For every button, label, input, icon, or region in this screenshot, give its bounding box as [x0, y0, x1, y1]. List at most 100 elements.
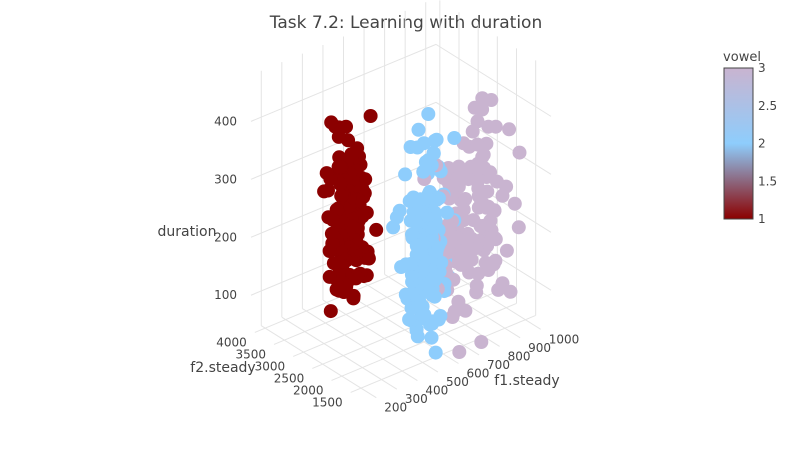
- y-tick-label: 3500: [235, 347, 266, 361]
- z-tick-label: 100: [214, 288, 237, 302]
- scatter-point-vowel-3: [481, 119, 496, 134]
- scatter-point-vowel-2: [402, 312, 417, 327]
- colorbar: vowel 1 1.5 2 2.5 3: [723, 50, 777, 226]
- scatter-point-vowel-1: [324, 226, 339, 241]
- scatter-point-vowel-1: [323, 304, 338, 319]
- colorbar-tick-label: 2.5: [758, 99, 777, 113]
- scatter-point-vowel-2: [411, 122, 426, 137]
- grid-line-x: [281, 316, 398, 390]
- scatter-point-vowel-3: [469, 278, 484, 293]
- x-tick-label: 500: [446, 375, 469, 389]
- scatter-point-vowel-3: [502, 122, 517, 137]
- scatter-point-vowel-1: [329, 282, 344, 297]
- scatter-point-vowel-2: [404, 267, 419, 282]
- scatter-point-vowel-2: [410, 140, 425, 155]
- grid-line-y: [331, 302, 517, 381]
- scatter-point-vowel-3: [458, 192, 473, 206]
- scatter-point-vowel-2: [403, 213, 418, 228]
- scatter-point-vowel-2: [421, 107, 436, 121]
- scatter-point-vowel-1: [332, 159, 347, 174]
- scatter-point-vowel-1: [322, 244, 337, 258]
- scatter-point-vowel-1: [319, 166, 334, 181]
- scatter-point-vowel-2: [424, 330, 439, 345]
- y-tick-label: 2500: [274, 371, 305, 385]
- z-tick-label: 400: [214, 114, 237, 128]
- scatter-point-vowel-3: [475, 91, 490, 106]
- scatter-point-vowel-1: [369, 222, 384, 237]
- colorbar-tick-label: 1.5: [758, 174, 777, 188]
- z-tick-label: 200: [214, 230, 237, 244]
- x-tick-label: 600: [467, 367, 490, 381]
- colorbar-ticks: 1 1.5 2 2.5 3: [758, 61, 777, 226]
- scatter-point-vowel-3: [495, 188, 510, 203]
- z-axis-ticks: 100 200 300 400: [214, 114, 237, 302]
- x-tick-label: 1000: [549, 332, 580, 346]
- scatter-point-vowel-1: [324, 115, 339, 130]
- scatter-point-vowel-2: [418, 155, 433, 170]
- colorbar-tick-label: 2: [758, 137, 766, 151]
- colorbar-title: vowel: [723, 50, 761, 65]
- scatter-point-vowel-2: [386, 220, 401, 235]
- x-axis-title: f1.steady: [494, 373, 559, 389]
- colorbar-tick-label: 1: [758, 212, 766, 226]
- scatter-point-vowel-1: [317, 184, 332, 199]
- scatter-point-vowel-3: [478, 255, 493, 270]
- z-tick-label: 300: [214, 172, 237, 186]
- scatter-point-vowel-2: [410, 203, 425, 218]
- scatter-point-vowel-3: [467, 100, 482, 115]
- scatter-point-vowel-3: [452, 345, 467, 359]
- scatter-point-vowel-1: [322, 269, 337, 284]
- x-tick-label: 800: [508, 349, 531, 363]
- scatter-point-vowel-2: [405, 227, 419, 242]
- x-tick-label: 300: [405, 392, 428, 406]
- y-tick-label: 3000: [255, 359, 286, 373]
- y-axis-title: f2.steady: [190, 360, 255, 376]
- scatter-point-vowel-3: [466, 213, 481, 228]
- scatter-point-vowel-3: [464, 159, 478, 174]
- scatter-point-vowel-1: [334, 188, 349, 203]
- points-layer: [317, 91, 527, 360]
- scatter-point-vowel-2: [409, 238, 424, 253]
- scatter-point-vowel-3: [499, 243, 514, 258]
- grid-line-x: [322, 299, 439, 373]
- scatter-point-vowel-1: [325, 212, 340, 227]
- scatter-point-vowel-2: [398, 287, 413, 302]
- x-tick-label: 900: [528, 341, 551, 355]
- scatter-point-vowel-2: [398, 167, 413, 182]
- scatter-point-vowel-3: [470, 114, 485, 129]
- y-tick-label: 4000: [216, 335, 247, 349]
- scatter-point-vowel-2: [440, 205, 454, 220]
- x-tick-label: 700: [487, 358, 510, 372]
- scatter-point-vowel-3: [449, 254, 464, 269]
- colorbar-gradient: [723, 67, 754, 220]
- scatter-point-vowel-1: [326, 256, 341, 271]
- scatter-point-vowel-3: [461, 172, 476, 187]
- grid-line-x: [302, 308, 418, 382]
- y-tick-label: 2000: [293, 383, 324, 397]
- scatter-point-vowel-2: [428, 345, 443, 360]
- grid-line-x: [261, 325, 377, 399]
- scatter-point-vowel-3: [507, 196, 522, 211]
- colorbar-tick-label: 3: [758, 61, 766, 75]
- scatter-point-vowel-3: [444, 229, 459, 244]
- grid-line-y: [350, 314, 536, 393]
- scatter-point-vowel-3: [511, 220, 526, 235]
- scatter-point-vowel-2: [402, 194, 417, 209]
- scatter-point-vowel-3: [512, 145, 527, 160]
- scatter-point-vowel-3: [451, 294, 466, 309]
- scatter-point-vowel-2: [447, 131, 462, 145]
- scatter-point-vowel-1: [344, 147, 359, 162]
- scatter-point-vowel-3: [495, 276, 510, 291]
- scatter-point-vowel-1: [363, 109, 378, 123]
- scatter-point-vowel-3: [474, 335, 489, 349]
- y-tick-label: 1500: [312, 395, 343, 409]
- grid-line-z: [435, 101, 552, 175]
- scatter-point-vowel-2: [427, 133, 442, 148]
- scatter-point-vowel-3: [441, 245, 456, 260]
- x-tick-label: 200: [384, 401, 407, 415]
- z-axis-title: duration: [158, 224, 217, 240]
- x-tick-label: 400: [425, 384, 448, 398]
